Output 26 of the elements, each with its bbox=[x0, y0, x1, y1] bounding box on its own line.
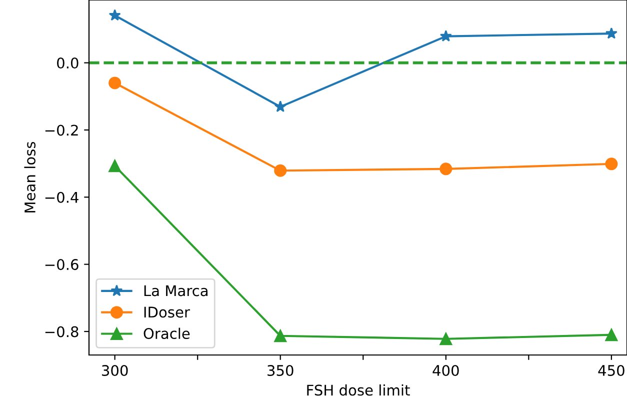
y-tick-label: −0.4 bbox=[45, 192, 78, 203]
point bbox=[440, 162, 452, 176]
y-tick-label: −0.2 bbox=[45, 124, 78, 136]
legend-label: Oracle bbox=[144, 328, 190, 340]
x-axis-title: FSH dose limit bbox=[307, 384, 410, 396]
x-tick-label: 300 bbox=[102, 364, 128, 376]
point bbox=[440, 30, 452, 42]
point bbox=[605, 27, 618, 39]
x-tick-label: 350 bbox=[268, 364, 294, 376]
point bbox=[274, 164, 287, 177]
point bbox=[274, 100, 286, 112]
legend-label: La Marca bbox=[144, 285, 208, 296]
point bbox=[108, 160, 122, 172]
point bbox=[274, 330, 287, 342]
point bbox=[440, 332, 452, 346]
y-tick-label: −0.6 bbox=[45, 259, 78, 270]
point bbox=[108, 9, 121, 21]
legend-label: IDoser bbox=[144, 306, 190, 318]
point bbox=[108, 76, 122, 90]
x-tick-label: 450 bbox=[598, 364, 624, 376]
y-tick-label: −0.8 bbox=[45, 326, 78, 338]
y-tick-label: 0.0 bbox=[57, 58, 78, 69]
point bbox=[605, 158, 618, 170]
y-axis-title: Mean loss bbox=[24, 142, 36, 212]
point bbox=[605, 328, 618, 342]
x-tick-label: 400 bbox=[432, 364, 459, 376]
